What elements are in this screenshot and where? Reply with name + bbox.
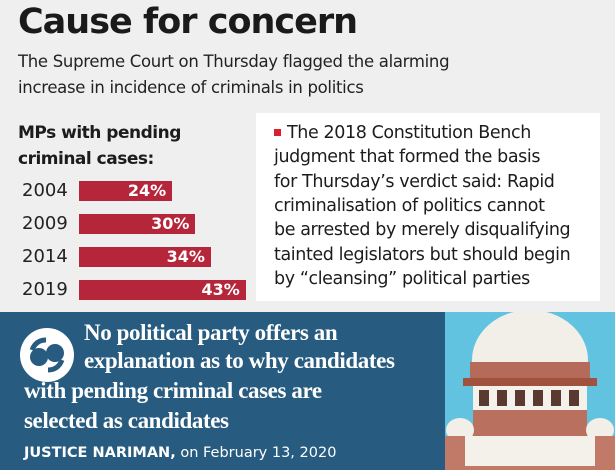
note-line: be arrested by merely disqualifying	[274, 220, 571, 241]
quote-attribution: JUSTICE NARIMAN, on February 13, 2020	[24, 445, 336, 461]
bar: 30%	[79, 214, 196, 234]
note-line-text: tainted legislators but should begin	[274, 244, 571, 265]
note-line-text: for Thursday’s verdict said: Rapid	[274, 171, 555, 192]
bar-data-label: 30%	[151, 214, 190, 233]
bar-category-label: 2019	[22, 279, 68, 300]
quote-icon	[20, 328, 74, 382]
bar: 43%	[79, 280, 246, 300]
bar-category-label: 2004	[22, 180, 68, 201]
bar: 34%	[79, 247, 211, 267]
bullet-icon	[274, 129, 281, 136]
bar-data-label: 34%	[166, 247, 205, 266]
chart-title: MPs with pending criminal cases:	[18, 120, 181, 172]
quote-line: No political party offers an	[84, 320, 338, 345]
subtitle-line: increase in incidence of criminals in po…	[18, 78, 364, 97]
subtitle-line: The Supreme Court on Thursday flagged th…	[18, 52, 450, 71]
chart-title-line: criminal cases:	[18, 149, 154, 169]
quote-line: explanation as to why candidates	[84, 348, 395, 373]
note-line: tainted legislators but should begin	[274, 244, 571, 265]
note-line-text: by “cleansing” political parties	[274, 268, 530, 289]
bar-category-label: 2009	[22, 213, 68, 234]
quote-author: JUSTICE NARIMAN,	[24, 445, 176, 461]
quote-date: on February 13, 2020	[180, 445, 337, 461]
note-line: by “cleansing” political parties	[274, 269, 530, 289]
quote-line: selected as candidates	[24, 408, 229, 433]
note-line-text: judgment that formed the basis	[274, 147, 541, 168]
supreme-court-photo	[445, 312, 615, 470]
note-line-text: criminalisation of politics cannot	[274, 195, 545, 216]
note-line: The 2018 Constitution Bench	[274, 123, 531, 143]
note-line: judgment that formed the basis	[274, 147, 540, 167]
bar-category-label: 2014	[22, 246, 68, 267]
bar: 24%	[79, 181, 173, 201]
bar-data-label: 43%	[201, 280, 240, 299]
headline: Cause for concern	[18, 2, 358, 42]
note-line-text: be arrested by merely disqualifying	[274, 220, 571, 241]
note-box: The 2018 Constitution Bench judgment that…	[256, 113, 600, 301]
quote-line: with pending criminal cases are	[24, 378, 322, 403]
note-line: criminalisation of politics cannot	[274, 196, 545, 216]
note-line-text: The 2018 Constitution Bench	[287, 123, 531, 143]
bar-data-label: 24%	[127, 181, 167, 200]
note-line: for Thursday’s verdict said: Rapid	[274, 172, 555, 192]
chart-title-line: MPs with pending	[18, 123, 181, 143]
